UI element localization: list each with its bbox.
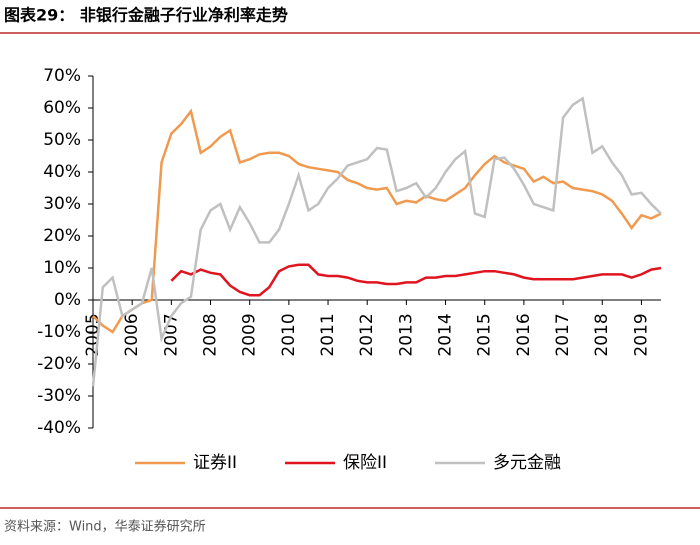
y-tick-label: -10% [37,322,81,342]
chart-title: 图表29： 非银行金融子行业净利率走势 [4,6,288,25]
line-series [91,96,662,387]
y-tick-label: 30% [43,194,81,214]
y-tick-label: 40% [43,162,81,182]
x-tick-label: 2019 [631,313,651,356]
x-tick-label: 2017 [553,313,573,356]
x-tick-label: 2008 [201,313,221,356]
x-tick-label: 2015 [475,313,495,356]
x-tick-label: 2011 [318,313,338,356]
y-tick-label: 0% [54,290,81,310]
x-tick-label: 2016 [514,313,534,356]
x-tick-label: 2014 [436,313,456,356]
y-tick-label: -40% [37,418,81,438]
x-tick-label: 2012 [357,313,377,356]
y-tick-label: 50% [43,130,81,150]
legend-label: 证券II [193,453,237,473]
x-tick-label: 2007 [161,313,181,356]
y-tick-label: 20% [43,226,81,246]
line-series [170,263,662,297]
y-tick-label: -30% [37,386,81,406]
x-tick-label: 2009 [240,313,260,356]
x-tick-label: 2013 [396,313,416,356]
y-tick-label: 60% [43,98,81,118]
legend-label: 保险II [343,453,387,473]
y-tick-label: 70% [43,66,81,86]
source: 资料来源：Wind，华泰证券研究所 [4,519,206,535]
x-tick-label: 2006 [122,313,142,356]
y-tick-label: -20% [37,354,81,374]
y-tick-label: 10% [43,258,81,278]
x-tick-label: 2010 [279,313,299,356]
legend-label: 多元金融 [493,453,561,473]
x-tick-label: 2018 [592,313,612,356]
line-series [92,108,662,334]
